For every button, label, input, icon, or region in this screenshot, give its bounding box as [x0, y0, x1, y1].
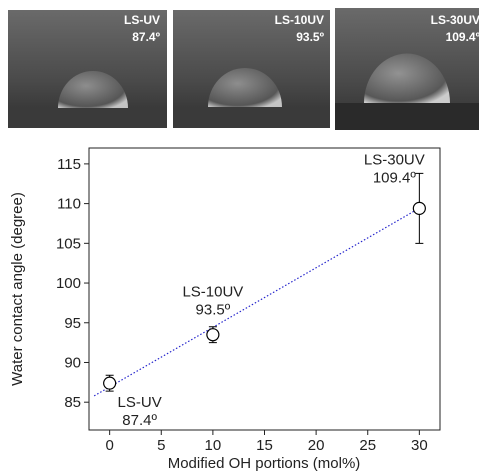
- photo-value: 109.4º: [446, 30, 481, 44]
- x-tick-label: 25: [359, 437, 376, 454]
- photo-label: LS-30UV: [431, 13, 480, 27]
- x-tick-label: 0: [105, 437, 113, 454]
- photo-value: 87.4º: [132, 30, 160, 44]
- x-tick-label: 30: [411, 437, 428, 454]
- x-tick-label: 20: [308, 437, 325, 454]
- photo: LS-10UV 93.5º: [173, 10, 330, 128]
- x-tick-label: 15: [256, 437, 273, 454]
- y-tick-label: 100: [56, 275, 81, 292]
- value-label: 87.4º: [122, 412, 157, 429]
- photo-label: LS-10UV: [275, 13, 324, 27]
- y-axis-label: Water contact angle (degree): [9, 192, 26, 386]
- photo: LS-UV 87.4º: [8, 10, 167, 128]
- value-label: 93.5º: [196, 302, 231, 319]
- x-tick-label: 5: [157, 437, 165, 454]
- value-label: 109.4º: [373, 169, 417, 186]
- marker: [412, 201, 426, 215]
- fit-line: [93, 204, 425, 397]
- y-tick-label: 115: [57, 156, 81, 173]
- photo-label: LS-UV: [124, 13, 160, 27]
- y-tick-label: 110: [57, 196, 81, 213]
- point-label: LS-10UV: [182, 284, 243, 301]
- point-label: LS-30UV: [364, 151, 425, 168]
- y-tick-label: 105: [56, 235, 81, 252]
- x-axis-label: Modified OH portions (mol%): [168, 455, 361, 472]
- point-label: LS-UV: [118, 394, 162, 411]
- x-tick-label: 10: [205, 437, 222, 454]
- photo-value: 93.5º: [296, 30, 324, 44]
- photo: LS-30UV 109.4º: [335, 8, 481, 130]
- y-tick-label: 85: [64, 394, 81, 411]
- plot-frame: [88, 147, 441, 431]
- marker: [206, 328, 220, 342]
- marker: [103, 376, 117, 390]
- y-tick-label: 90: [64, 354, 81, 371]
- y-tick-label: 95: [64, 315, 81, 332]
